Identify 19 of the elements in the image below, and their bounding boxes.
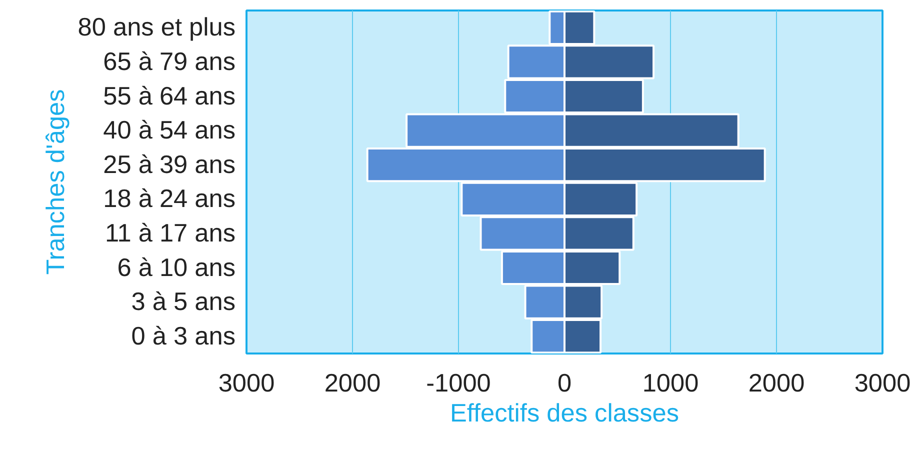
x-tick-label: 2000	[324, 370, 381, 398]
y-tick-label: 18 à 24 ans	[103, 185, 236, 214]
y-tick-label: 6 à 10 ans	[117, 254, 236, 282]
x-tick-label: -1000	[426, 370, 491, 398]
y-tick-label: 40 à 54 ans	[103, 116, 236, 145]
y-tick-label: 80 ans et plus	[78, 14, 236, 42]
y-tick-label: 25 à 39 ans	[103, 150, 236, 179]
x-tick-label: 0	[557, 370, 572, 398]
x-tick-label: 3000	[218, 370, 275, 398]
y-tick-label: 0 à 3 ans	[131, 322, 236, 350]
y-tick-label: 11 à 17 ans	[105, 219, 236, 248]
x-tick-label: 1000	[642, 370, 699, 398]
x-axis-title: Effectifs des classes	[450, 400, 680, 428]
y-tick-label: 55 à 64 ans	[103, 82, 236, 110]
y-tick-label: 3 à 5 ans	[131, 288, 236, 316]
x-tick-label: 2000	[748, 370, 805, 398]
y-axis-title: Tranches d'âges	[42, 89, 70, 275]
y-tick-label: 65 à 79 ans	[103, 48, 236, 76]
x-tick-label: 3000	[854, 370, 911, 398]
